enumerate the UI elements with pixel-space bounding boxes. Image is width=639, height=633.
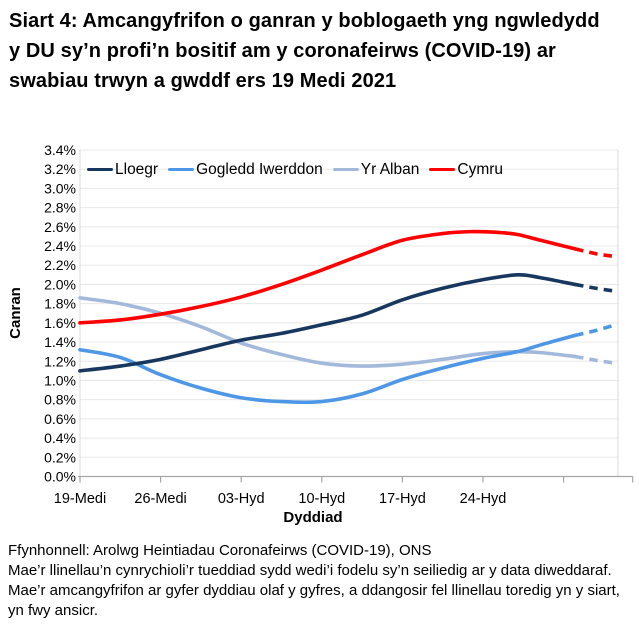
y-tick-label: 3.0%: [44, 180, 76, 196]
legend-label-lloegr: Lloegr: [115, 161, 159, 178]
y-tick-label: 1.2%: [44, 353, 76, 369]
y-tick-label: 2.0%: [44, 276, 76, 292]
x-tick-label: 17-Hyd: [379, 491, 426, 507]
legend-item-cymru: Cymru: [429, 161, 503, 178]
chart-footnotes: Ffynhonnell: Arolwg Heintiadau Coronafei…: [8, 541, 632, 621]
y-tick-label: 2.4%: [44, 238, 76, 254]
legend-label-cymru: Cymru: [457, 161, 504, 178]
y-tick-label: 0.0%: [44, 469, 76, 485]
chart-legend: Lloegr Gogledd Iwerddon Yr Alban Cymru: [87, 161, 503, 178]
y-tick-label: 0.6%: [44, 411, 76, 427]
chart-title: Siart 4: Amcangyfrifon o ganran y boblog…: [9, 10, 600, 92]
x-tick-label: 19-Medi: [54, 491, 106, 507]
y-tick-label: 0.8%: [44, 392, 76, 408]
y-tick-label: 1.8%: [44, 296, 76, 312]
legend-line-cymru-icon: [429, 167, 456, 172]
series-line-dashed-gogledd-iwerddon: [574, 323, 616, 338]
y-tick-label: 0.4%: [44, 430, 76, 446]
legend-item-lloegr: Lloegr: [87, 161, 158, 178]
legend-label-yr-alban: Yr Alban: [360, 161, 420, 178]
y-tick-label: 2.8%: [44, 200, 76, 216]
legend-line-lloegr-icon: [87, 167, 113, 172]
legend-label-gogledd-iwerddon: Gogledd Iwerddon: [196, 161, 323, 178]
legend-line-gogledd-iwerddon-icon: [168, 167, 195, 172]
y-tick-label: 2.6%: [44, 219, 76, 235]
x-tick-label: 26-Medi: [134, 491, 186, 507]
x-tick-label: 10-Hyd: [298, 491, 345, 507]
series-line-dashed-lloegr: [574, 282, 616, 293]
x-axis-title: Dyddiad: [283, 509, 342, 526]
x-tick-label: 03-Hyd: [218, 491, 265, 507]
legend-item-gogledd-iwerddon: Gogledd Iwerddon: [168, 161, 323, 178]
y-tick-label: 1.6%: [44, 315, 76, 331]
y-tick-label: 3.4%: [44, 142, 76, 158]
x-tick-label: 24-Hyd: [460, 491, 507, 507]
y-tick-label: 2.2%: [44, 257, 76, 273]
y-axis-title: Canran: [7, 287, 24, 339]
source-text: Ffynhonnell: Arolwg Heintiadau Coronafei…: [8, 542, 432, 559]
series-line-lloegr: [78, 273, 577, 373]
series-line-dashed-yr-alban: [574, 354, 616, 365]
legend-line-yr-alban-icon: [332, 167, 359, 172]
series-line-cymru: [78, 229, 577, 325]
y-tick-label: 1.4%: [44, 334, 76, 350]
note-text: Mae’r llinellau’n cynrychioli’r tueddiad…: [8, 562, 620, 619]
y-tick-label: 3.2%: [44, 161, 76, 177]
series-line-yr-alban: [78, 296, 577, 368]
series-line-dashed-cymru: [574, 247, 616, 259]
legend-item-yr-alban: Yr Alban: [332, 161, 420, 178]
series-line-gogledd-iwerddon: [78, 333, 577, 405]
y-tick-label: 0.2%: [44, 449, 76, 465]
y-tick-label: 1.0%: [44, 372, 76, 388]
